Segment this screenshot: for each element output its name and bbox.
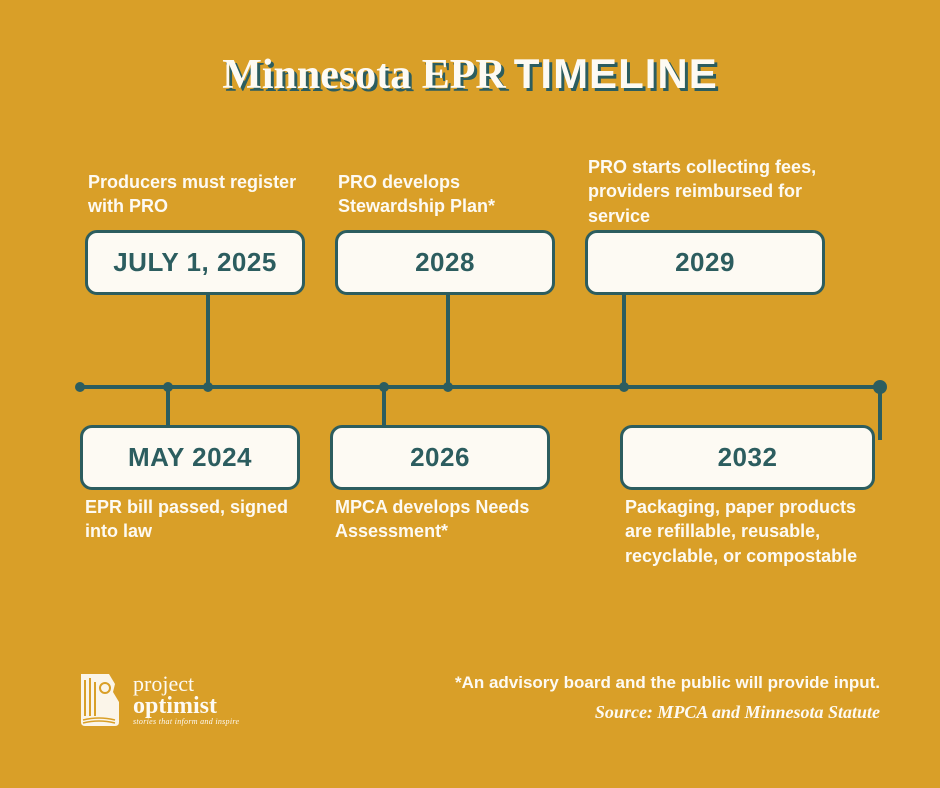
logo-line1: project [133, 674, 239, 695]
title-part-a: Minnesota EPR [222, 52, 506, 98]
timeline-event-box: JULY 1, 2025 [85, 230, 305, 295]
timeline-event-desc: PRO develops Stewardship Plan* [338, 170, 558, 219]
logo-tagline: stories that inform and inspire [133, 718, 239, 726]
logo-line2: optimist [133, 695, 239, 718]
timeline-event-label: 2028 [358, 247, 532, 278]
timeline-event-box: 2028 [335, 230, 555, 295]
timeline-stem [622, 290, 626, 385]
logo-icon [75, 672, 123, 728]
timeline-axis [80, 385, 880, 389]
timeline-event-desc: Packaging, paper products are refillable… [625, 495, 885, 568]
page-title: Minnesota EPRTIMELINE [0, 0, 940, 99]
timeline-dot [75, 382, 85, 392]
timeline-event-box: 2026 [330, 425, 550, 490]
title-part-b: TIMELINE [514, 50, 718, 97]
timeline-stem [878, 385, 882, 440]
timeline-stem [446, 290, 450, 385]
timeline-event-box: MAY 2024 [80, 425, 300, 490]
timeline-event-label: MAY 2024 [103, 442, 277, 473]
footnote: *An advisory board and the public will p… [455, 673, 880, 693]
timeline-event-label: 2026 [353, 442, 527, 473]
timeline-event-box: 2032 [620, 425, 875, 490]
timeline-event-desc: MPCA develops Needs Assessment* [335, 495, 565, 544]
timeline-event-desc: Producers must register with PRO [88, 170, 308, 219]
source-citation: Source: MPCA and Minnesota Statute [595, 702, 880, 723]
timeline-event-label: JULY 1, 2025 [108, 247, 282, 278]
timeline-event-label: 2029 [608, 247, 802, 278]
timeline-event-desc: PRO starts collecting fees, providers re… [588, 155, 838, 228]
timeline-event-label: 2032 [643, 442, 852, 473]
timeline-event-box: 2029 [585, 230, 825, 295]
logo: project optimist stories that inform and… [75, 672, 239, 728]
timeline-event-desc: EPR bill passed, signed into law [85, 495, 305, 544]
timeline-stem [206, 290, 210, 385]
logo-text: project optimist stories that inform and… [133, 674, 239, 725]
